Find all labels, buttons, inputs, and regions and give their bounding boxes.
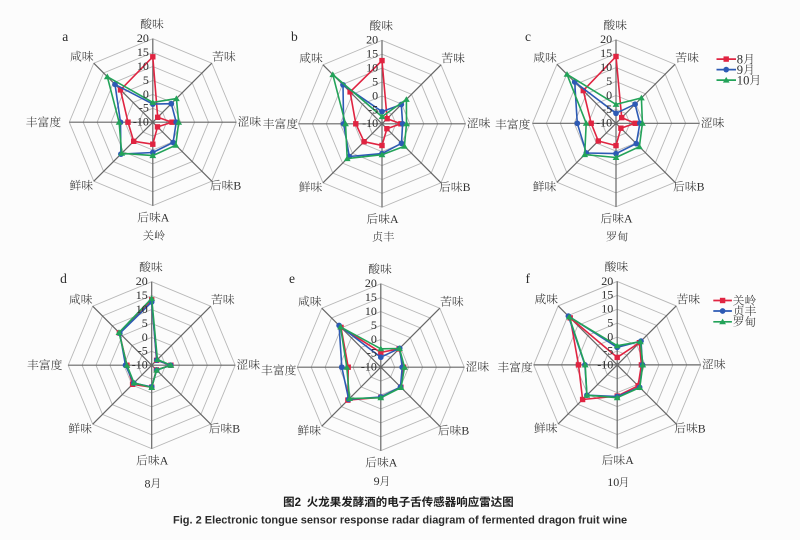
svg-text:10: 10 xyxy=(737,73,750,87)
svg-text:A: A xyxy=(161,211,170,225)
svg-text:0: 0 xyxy=(142,330,148,344)
svg-text:B: B xyxy=(233,179,241,193)
svg-text:A: A xyxy=(624,212,633,226)
svg-text:-10: -10 xyxy=(596,116,612,130)
svg-text:-5: -5 xyxy=(603,343,613,357)
svg-text:10: 10 xyxy=(600,60,612,74)
svg-text:5: 5 xyxy=(372,75,378,89)
svg-text:a: a xyxy=(62,29,68,44)
svg-text:A: A xyxy=(390,212,399,226)
svg-text:B: B xyxy=(697,180,705,194)
svg-text:0: 0 xyxy=(606,88,612,102)
svg-text:15: 15 xyxy=(136,288,148,302)
svg-text:-5: -5 xyxy=(139,101,149,115)
svg-text:20: 20 xyxy=(137,31,149,45)
svg-text:10: 10 xyxy=(137,59,149,73)
svg-text:15: 15 xyxy=(601,288,613,302)
svg-text:-5: -5 xyxy=(602,102,612,116)
svg-text:5: 5 xyxy=(606,74,612,88)
svg-text:20: 20 xyxy=(365,276,377,290)
svg-text:-10: -10 xyxy=(132,358,148,372)
svg-text:B: B xyxy=(461,424,469,438)
svg-text:d: d xyxy=(60,271,67,286)
svg-text:20: 20 xyxy=(601,274,613,288)
svg-text:8: 8 xyxy=(145,476,151,490)
svg-text:10: 10 xyxy=(601,302,613,316)
svg-text:Fig. 2 Electronic tongue senso: Fig. 2 Electronic tongue sensor response… xyxy=(173,515,627,527)
svg-text:-10: -10 xyxy=(597,357,613,371)
svg-text:10: 10 xyxy=(365,304,377,318)
svg-text:f: f xyxy=(525,271,530,286)
svg-text:20: 20 xyxy=(136,274,148,288)
svg-text:-5: -5 xyxy=(368,102,378,116)
svg-text:20: 20 xyxy=(600,32,612,46)
svg-text:10: 10 xyxy=(366,61,378,75)
svg-text:A: A xyxy=(160,454,169,468)
svg-text:5: 5 xyxy=(143,73,149,87)
svg-text:5: 5 xyxy=(607,316,613,330)
svg-text:5: 5 xyxy=(142,316,148,330)
svg-text:b: b xyxy=(291,29,298,44)
svg-text:20: 20 xyxy=(366,33,378,47)
svg-text:5: 5 xyxy=(371,318,377,332)
svg-text:B: B xyxy=(232,422,240,436)
svg-text:-5: -5 xyxy=(138,344,148,358)
svg-text:A: A xyxy=(625,453,634,467)
svg-text:9: 9 xyxy=(737,63,743,77)
svg-text:e: e xyxy=(289,271,295,286)
svg-text:A: A xyxy=(389,456,398,470)
svg-text:8: 8 xyxy=(737,52,743,66)
svg-text:2: 2 xyxy=(295,497,301,509)
svg-text:c: c xyxy=(525,29,531,44)
svg-text:B: B xyxy=(698,421,706,435)
svg-text:9: 9 xyxy=(374,474,380,488)
svg-text:0: 0 xyxy=(143,87,149,101)
svg-text:15: 15 xyxy=(137,45,149,59)
svg-text:0: 0 xyxy=(371,332,377,346)
svg-text:15: 15 xyxy=(366,47,378,61)
svg-text:15: 15 xyxy=(365,290,377,304)
svg-text:0: 0 xyxy=(607,330,613,344)
svg-text:-10: -10 xyxy=(361,360,377,374)
svg-text:B: B xyxy=(463,180,471,194)
svg-text:0: 0 xyxy=(372,88,378,102)
svg-text:-10: -10 xyxy=(133,115,149,129)
svg-text:15: 15 xyxy=(600,46,612,60)
svg-text:10: 10 xyxy=(607,475,619,489)
svg-text:-10: -10 xyxy=(362,116,378,130)
svg-text:10: 10 xyxy=(136,302,148,316)
svg-text:-5: -5 xyxy=(367,346,377,360)
